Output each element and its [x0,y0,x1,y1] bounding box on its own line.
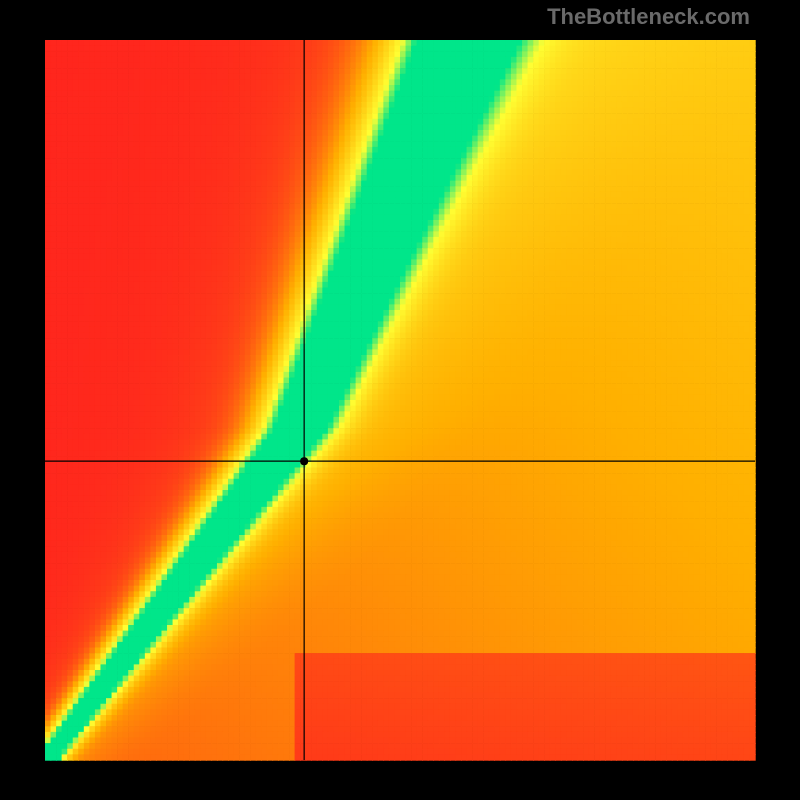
chart-container: TheBottleneck.com [0,0,800,800]
watermark-label: TheBottleneck.com [547,4,750,30]
heatmap-canvas [0,0,800,800]
